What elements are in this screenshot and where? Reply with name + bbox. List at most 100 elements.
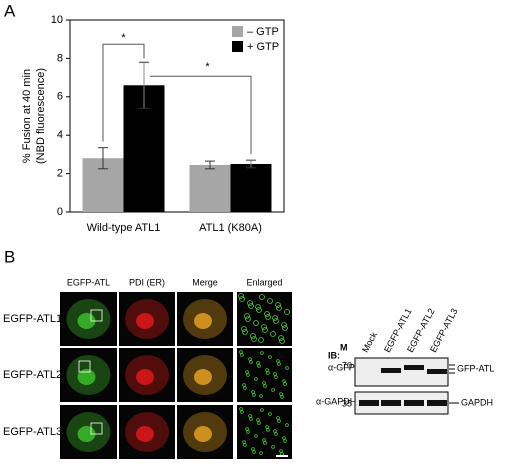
er-dot (239, 407, 243, 411)
er-dot (277, 362, 281, 366)
y-tick-label: 0 (57, 206, 63, 218)
band (404, 365, 424, 370)
er-dot (248, 357, 252, 361)
er-dot (265, 314, 271, 320)
er-dot (249, 360, 253, 364)
marker: 35 (342, 398, 352, 408)
er-dot (283, 439, 287, 443)
x-tick-label: ATL1 (K80A) (199, 222, 262, 234)
er-dot (248, 303, 254, 309)
er-dot (262, 327, 268, 333)
er-dot (260, 351, 264, 355)
er-dot (263, 441, 267, 445)
annotation: * (121, 32, 126, 44)
er-dot (259, 294, 265, 300)
blot-strip (354, 391, 449, 415)
y-axis-label: (NBD fluorescence) (35, 68, 47, 164)
er-dot (256, 361, 260, 365)
nucleus (194, 313, 212, 329)
er-dot (257, 421, 261, 425)
er-dot (268, 355, 272, 359)
er-dot (261, 324, 267, 330)
row-label: EGFP-ATL1 (3, 313, 62, 325)
bar (230, 164, 272, 212)
er-dot (268, 412, 272, 416)
er-dot (257, 364, 261, 368)
inset-box (78, 360, 91, 373)
bar (189, 164, 231, 212)
y-tick-label: 8 (57, 52, 63, 64)
antibody: α-GFP (328, 362, 355, 372)
western-blot: IB:M Mock EGFP-ATL1EGFP-ATL2EGFP-ATL3α-GFP… (316, 307, 494, 415)
annotation: * (205, 61, 210, 73)
band (381, 400, 401, 406)
nucleus (136, 313, 154, 329)
inset-box (90, 422, 103, 435)
er-dot (252, 450, 256, 454)
er-dot (238, 293, 244, 299)
er-dot (279, 449, 283, 453)
er-dot (267, 298, 273, 304)
band (359, 400, 379, 406)
nucleus (194, 426, 212, 442)
er-dot (258, 337, 264, 343)
er-dot (265, 425, 269, 429)
er-dot (246, 373, 250, 377)
bracket (102, 43, 145, 142)
band (404, 400, 424, 406)
column-header: Merge (192, 277, 218, 287)
er-dot (256, 307, 262, 313)
er-dot (271, 388, 275, 392)
er-dot (242, 329, 248, 335)
marker-lane: M (340, 342, 348, 352)
er-dot (249, 417, 253, 421)
er-dot (266, 428, 270, 432)
micrograph (237, 292, 292, 346)
column-header: EGFP-ATL (67, 277, 110, 287)
er-dot (239, 350, 243, 354)
er-dot (282, 379, 286, 383)
band (381, 368, 401, 373)
lane-label: Mock (360, 330, 379, 354)
legend-swatch (232, 26, 243, 37)
er-dot (285, 423, 289, 427)
er-dot (240, 353, 244, 357)
micrograph (237, 348, 292, 402)
legend-swatch (232, 41, 243, 52)
legend-label: – GTP (247, 26, 279, 38)
er-dot (251, 447, 255, 451)
er-dot (264, 311, 270, 317)
y-tick-label: 2 (57, 168, 63, 180)
nucleus (136, 426, 154, 442)
y-tick-label: 4 (57, 129, 63, 141)
er-dot (272, 315, 278, 321)
er-dot (273, 429, 277, 433)
er-dot (276, 305, 282, 311)
er-dot (282, 325, 288, 331)
band-label: GFP-ATL (457, 363, 494, 373)
x-tick-label: Wild-type ATL1 (87, 222, 161, 234)
er-dot (245, 427, 249, 431)
er-dot (273, 318, 279, 324)
er-dot (248, 414, 252, 418)
er-dot (254, 434, 258, 438)
er-dot (253, 320, 259, 326)
er-dot (239, 296, 245, 302)
er-dot (242, 383, 246, 387)
antibody: α-GAPDH (316, 396, 356, 406)
band-label: GAPDH (461, 397, 493, 407)
legend-label: + GTP (247, 41, 279, 53)
er-dot (275, 302, 281, 308)
er-dot (281, 322, 287, 328)
er-dot (274, 375, 278, 379)
arrows (449, 364, 455, 374)
row-label: EGFP-ATL2 (3, 369, 62, 381)
er-dot (244, 313, 250, 319)
er-dot (279, 392, 283, 396)
er-dot (262, 381, 266, 385)
er-dot (254, 377, 258, 381)
y-tick-label: 10 (51, 14, 63, 26)
marker: 70 (342, 360, 352, 370)
er-dot (273, 372, 277, 376)
